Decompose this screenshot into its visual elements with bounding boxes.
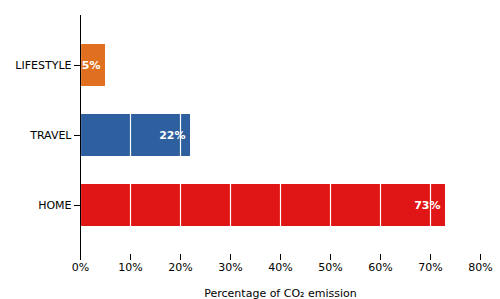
svg-text:0%: 0% xyxy=(72,261,89,274)
svg-text:50%: 50% xyxy=(318,261,342,274)
svg-text:40%: 40% xyxy=(268,261,292,274)
svg-text:20%: 20% xyxy=(168,261,192,274)
svg-text:Percentage of CO₂ emission: Percentage of CO₂ emission xyxy=(204,287,357,299)
svg-text:HOME: HOME xyxy=(38,199,71,212)
svg-text:5%: 5% xyxy=(82,59,101,72)
svg-text:30%: 30% xyxy=(218,261,242,274)
svg-text:70%: 70% xyxy=(418,261,442,274)
svg-text:73%: 73% xyxy=(414,199,440,212)
svg-text:60%: 60% xyxy=(368,261,392,274)
svg-text:10%: 10% xyxy=(118,261,142,274)
svg-text:80%: 80% xyxy=(468,261,492,274)
svg-text:TRAVEL: TRAVEL xyxy=(29,129,72,142)
svg-text:LIFESTYLE: LIFESTYLE xyxy=(15,59,71,72)
svg-text:22%: 22% xyxy=(159,129,185,142)
